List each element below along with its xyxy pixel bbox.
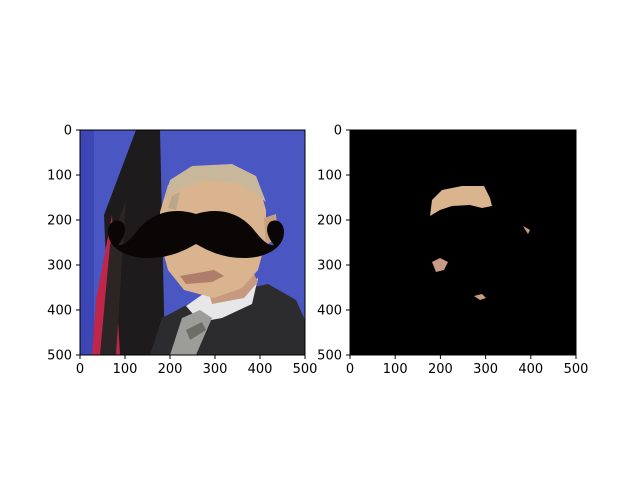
right-xtick-label: 400 [518,362,543,377]
right-ytick-label: 500 [317,349,342,364]
left-xtick-label: 300 [203,362,228,377]
left-ytick-label: 100 [47,169,72,184]
right-xtick-label: 500 [564,362,589,377]
hair [164,164,266,202]
ear-region [523,226,530,234]
right-xtick-label: 0 [346,362,354,377]
right-ytick-label: 300 [317,259,342,274]
lip-region [432,258,448,272]
right-ticks: 0 100 200 300 400 500 0 100 200 300 400 500 [317,124,588,378]
hair-shadow [168,192,180,210]
left-image [80,130,305,355]
neck-region [474,294,486,300]
right-xtick-label: 300 [473,362,498,377]
left-xtick-label: 200 [158,362,183,377]
tie-stripe [186,322,206,340]
left-xtick-label: 500 [293,362,318,377]
flag-shadow [80,130,94,355]
right-ytick-label: 200 [317,214,342,229]
mustache [108,211,284,258]
right-ytick-label: 100 [317,169,342,184]
left-ticks: 0 100 200 300 400 500 0 100 200 300 400 500 [47,124,317,378]
left-xtick-label: 400 [248,362,273,377]
mouth [180,270,224,284]
left-ytick-label: 300 [47,259,72,274]
left-xtick-label: 0 [76,362,84,377]
right-axes: 0 100 200 300 400 500 0 100 200 300 400 500 [317,124,588,378]
left-ytick-label: 500 [47,349,72,364]
left-axes-frame [79,129,306,356]
left-ytick-label: 0 [64,124,72,139]
left-xtick-label: 100 [113,362,138,377]
right-ytick-label: 0 [334,124,342,139]
forehead-region [430,186,492,216]
right-xtick-label: 100 [383,362,408,377]
right-axes-frame [349,129,577,356]
mask-background [350,130,576,355]
left-axes: 0 100 200 300 400 500 0 100 200 300 400 500 [47,124,317,378]
left-ytick-label: 400 [47,304,72,319]
right-ytick-label: 400 [317,304,342,319]
right-xtick-label: 200 [428,362,453,377]
left-ytick-label: 200 [47,214,72,229]
right-image [350,130,576,355]
